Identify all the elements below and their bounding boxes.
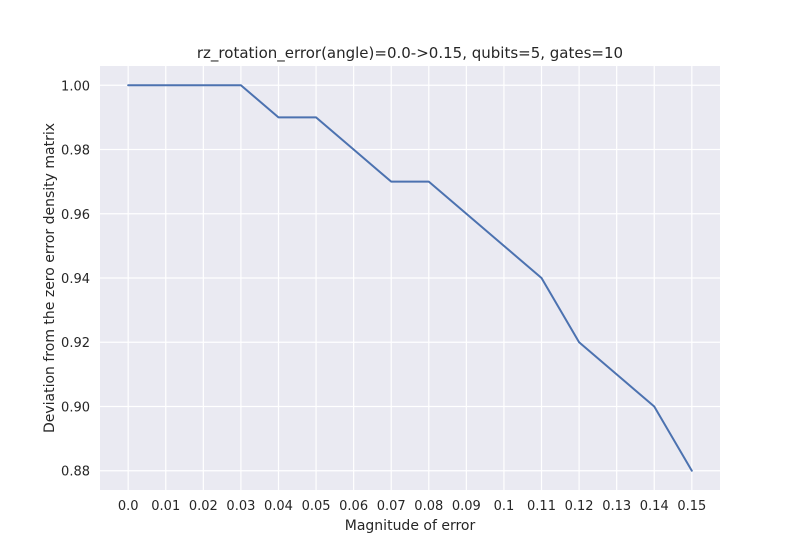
y-tick-label: 0.96 — [61, 208, 90, 223]
x-tick-label: 0.01 — [151, 499, 180, 514]
y-tick-label: 0.88 — [61, 465, 90, 480]
x-tick-label: 0.13 — [602, 499, 631, 514]
x-tick-label: 0.04 — [264, 499, 293, 514]
y-axis-label: Deviation from the zero error density ma… — [42, 123, 58, 433]
y-tick-label: 0.92 — [61, 336, 90, 351]
x-tick-label: 0.05 — [302, 499, 331, 514]
y-tick-label: 0.90 — [61, 400, 90, 415]
chart-title: rz_rotation_error(angle)=0.0->0.15, qubi… — [197, 44, 623, 63]
x-tick-label: 0.03 — [226, 499, 255, 514]
y-tick-label: 1.00 — [61, 79, 90, 94]
x-tick-label: 0.09 — [452, 499, 481, 514]
x-tick-label: 0.07 — [377, 499, 406, 514]
x-tick-label: 0.14 — [640, 499, 669, 514]
x-axis-ticks: 0.0 0.01 0.02 0.03 0.04 0.05 0.06 0.07 0.08 0.09 0… — [118, 499, 706, 514]
grid — [100, 66, 720, 490]
x-tick-label: 0.08 — [414, 499, 443, 514]
x-tick-label: 0.06 — [339, 499, 368, 514]
x-tick-label: 0.11 — [527, 499, 556, 514]
x-tick-label: 0.15 — [677, 499, 706, 514]
y-tick-label: 0.94 — [61, 272, 90, 287]
y-axis-ticks: 0.88 0.90 0.92 0.94 0.96 0.98 1.00 — [61, 79, 90, 479]
series-layer — [127, 84, 693, 472]
x-tick-label: 0.1 — [494, 499, 515, 514]
x-axis-label: Magnitude of error — [345, 518, 476, 534]
series-line — [127, 84, 693, 472]
x-tick-label: 0.0 — [118, 499, 139, 514]
x-tick-label: 0.02 — [189, 499, 218, 514]
y-tick-label: 0.98 — [61, 144, 90, 159]
x-tick-label: 0.12 — [565, 499, 594, 514]
